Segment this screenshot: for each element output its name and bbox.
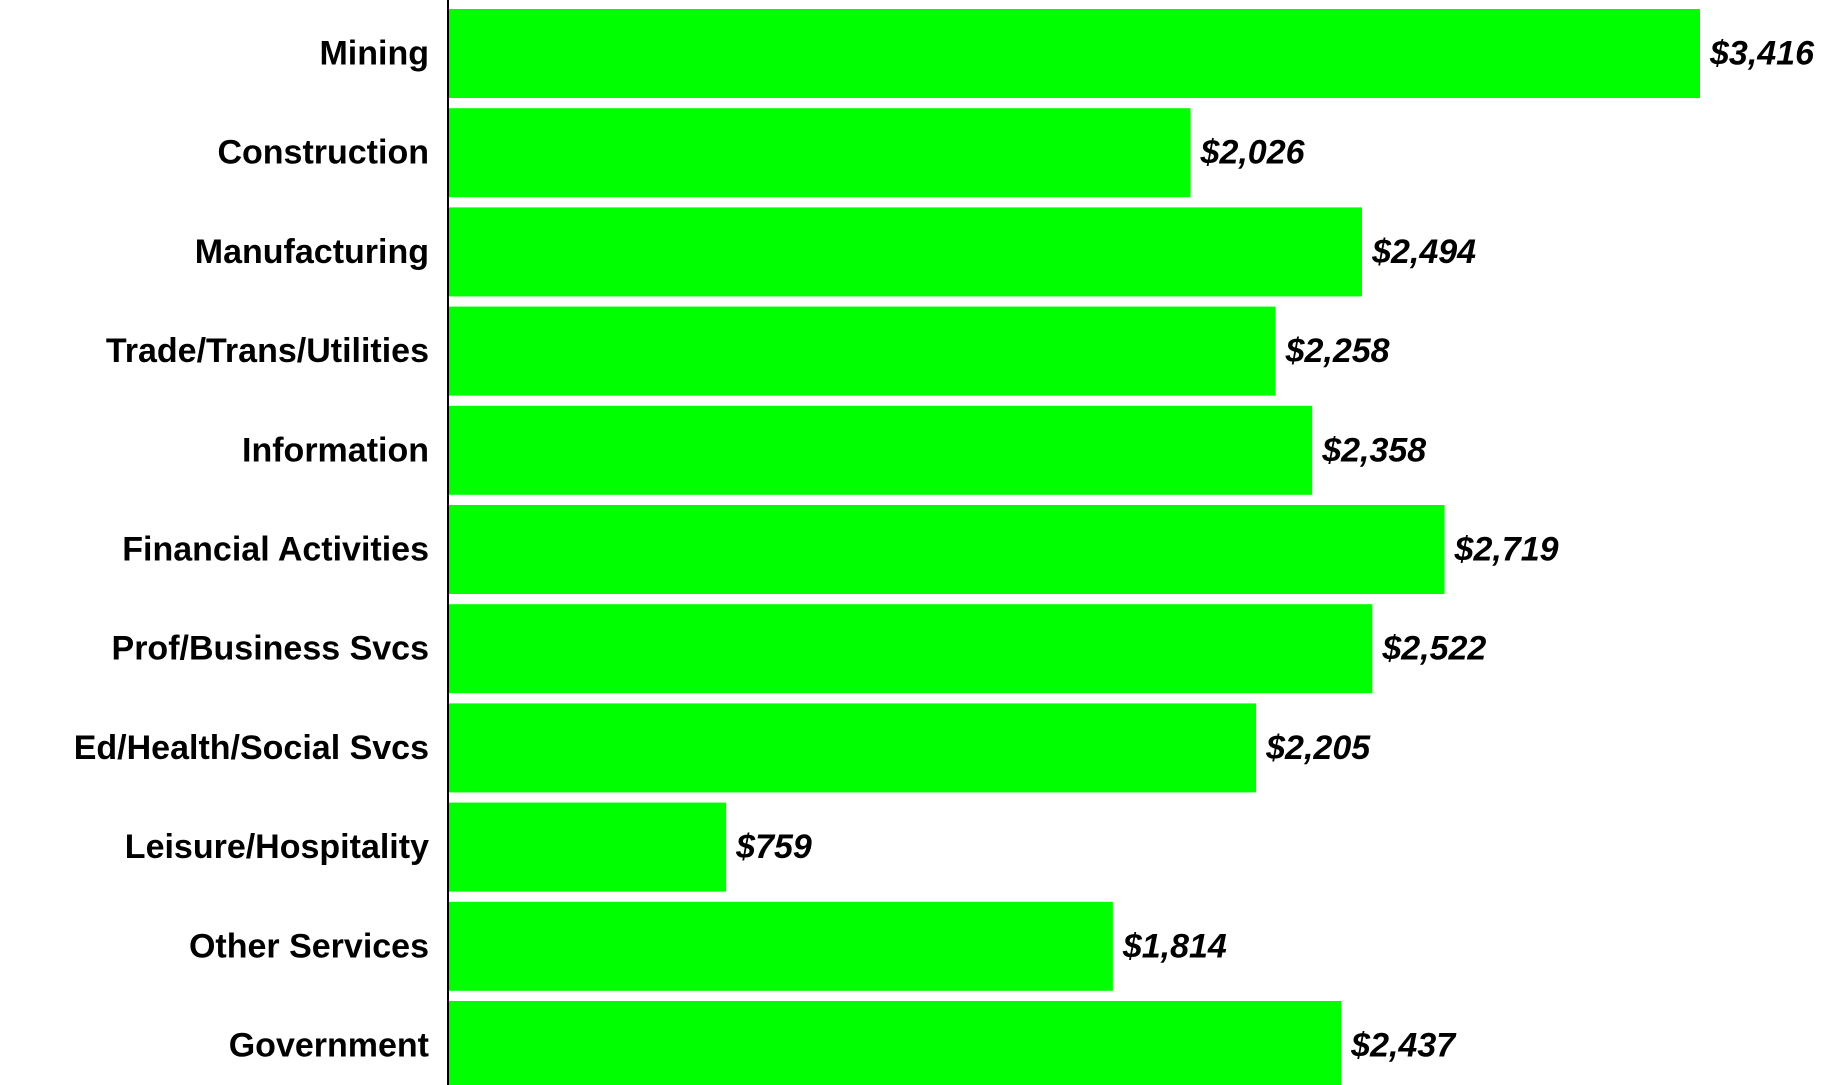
category-label: Manufacturing [195,233,429,271]
value-label: $2,437 [1350,1026,1457,1064]
bar [448,703,1257,793]
category-label: Information [242,431,429,469]
value-label: $2,026 [1200,134,1306,172]
category-label: Other Services [189,927,429,965]
bar [448,9,1700,98]
bar [448,306,1276,396]
bar [448,802,727,892]
category-label: Leisure/Hospitality [125,828,429,866]
value-label: $2,358 [1321,431,1426,469]
category-label: Construction [217,134,429,172]
bar [448,405,1313,495]
value-label: $2,522 [1381,630,1486,668]
category-label: Prof/Business Svcs [112,630,429,668]
value-label: $2,719 [1454,530,1559,568]
bar [448,604,1373,694]
value-label: $2,258 [1285,332,1390,370]
bar [448,207,1363,297]
category-label: Financial Activities [122,530,429,568]
category-label: Ed/Health/Social Svcs [74,729,429,767]
category-label: Government [229,1026,429,1064]
value-label: $2,494 [1371,233,1476,271]
value-label: $2,205 [1265,729,1371,767]
category-label: Mining [319,34,429,72]
value-label: $759 [735,828,812,866]
value-label: $3,416 [1709,34,1815,72]
bar [448,505,1445,594]
bar [448,108,1191,198]
bar [448,1001,1342,1085]
value-label: $1,814 [1122,927,1227,965]
category-label: Trade/Trans/Utilities [106,332,429,370]
bar [448,901,1113,991]
